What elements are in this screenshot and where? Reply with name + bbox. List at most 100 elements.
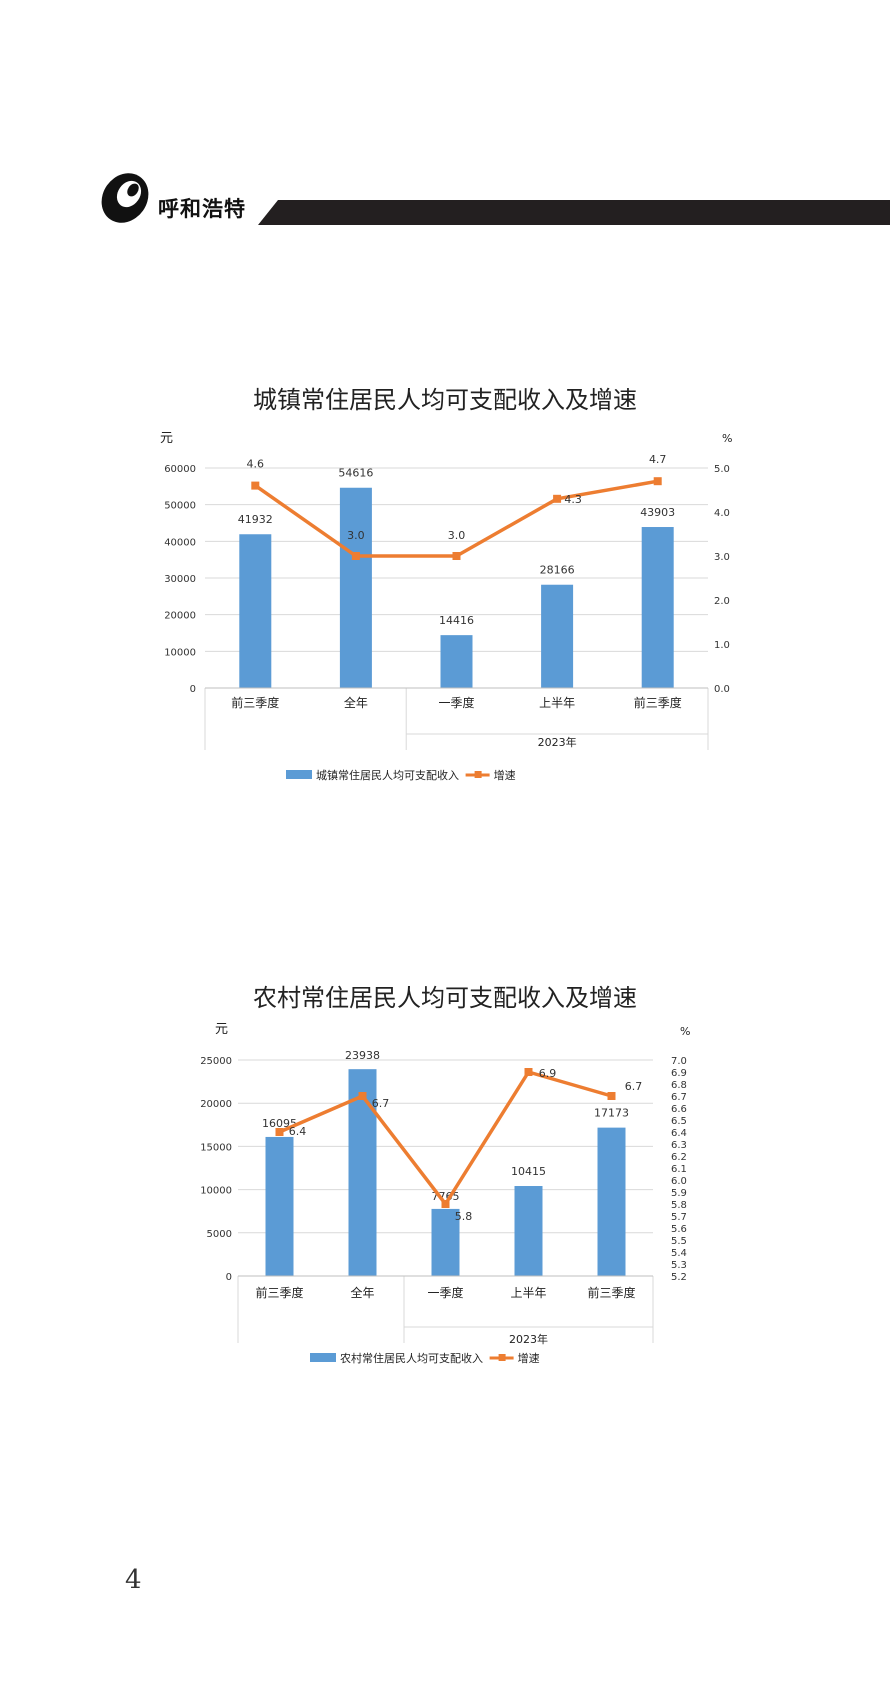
bar-data-label: 17173	[594, 1107, 629, 1120]
y-right-tick-label: 5.7	[671, 1212, 687, 1223]
y-left-tick-label: 0	[190, 684, 196, 695]
growth-rate-line	[278, 1070, 612, 1206]
y-right-tick-label: 5.0	[714, 464, 730, 475]
y-right-tick-label: 6.0	[671, 1176, 687, 1187]
bar	[265, 1136, 294, 1276]
x-category-label: 前三季度	[634, 695, 682, 710]
growth-rate-point	[441, 1200, 450, 1208]
y-right-tick-label: 5.5	[671, 1236, 687, 1247]
bar	[514, 1186, 543, 1276]
y-left-tick-label: 25000	[200, 1056, 232, 1067]
x-group-label: 2023年	[509, 1332, 548, 1346]
growth-rate-label: 6.9	[539, 1067, 557, 1080]
x-group-label: 2023年	[538, 735, 577, 749]
growth-rate-point	[358, 1092, 367, 1100]
growth-rate-point	[553, 494, 562, 503]
page-number: 4	[125, 1565, 142, 1595]
x-category-label: 上半年	[510, 1286, 546, 1300]
y-right-tick-label: 5.3	[671, 1260, 687, 1271]
y-right-tick-label: 2.0	[714, 596, 730, 607]
y-right-unit: %	[722, 432, 732, 445]
urban-income-chart-svg: 0 10000 20000 30000 40000 50000 60000 0.0 1.0 2.0…	[160, 431, 732, 782]
legend-line-marker	[498, 1354, 506, 1361]
y-right-tick-label: 1.0	[714, 640, 730, 651]
growth-rate-label: 4.3	[564, 493, 582, 506]
y-left-tick-label: 30000	[164, 574, 196, 585]
growth-rate-label: 6.7	[372, 1097, 390, 1110]
bar	[597, 1127, 626, 1276]
legend-line-label: 增速	[518, 1351, 540, 1365]
y-right-tick-label: 6.4	[671, 1128, 687, 1139]
growth-rate-line	[254, 479, 659, 558]
growth-rate-label: 4.6	[247, 458, 265, 471]
y-right-tick-label: 6.5	[671, 1116, 687, 1127]
legend-line-label: 增速	[494, 768, 516, 782]
legend-bar-label: 农村常住居民人均可支配收入	[340, 1351, 483, 1365]
x-category-label: 一季度	[438, 695, 474, 710]
bar-data-label: 41932	[238, 513, 273, 526]
bar	[348, 1069, 377, 1276]
y-right-tick-label: 6.7	[671, 1092, 687, 1103]
legend-bar-swatch	[286, 770, 312, 779]
x-category-label: 前三季度	[587, 1285, 635, 1300]
bar	[239, 534, 272, 688]
growth-rate-label: 4.7	[649, 453, 667, 466]
bar	[431, 1208, 460, 1276]
legend-line-marker	[474, 771, 482, 778]
header-bar	[258, 200, 890, 225]
growth-rate-point	[275, 1128, 284, 1136]
y-right-tick-label: 0.0	[714, 684, 730, 695]
y-right-tick-label: 6.1	[671, 1164, 687, 1175]
growth-rate-point	[607, 1092, 616, 1100]
growth-rate-point	[351, 552, 360, 560]
y-right-tick-label: 5.4	[671, 1248, 687, 1259]
y-right-tick-label: 5.2	[671, 1272, 687, 1283]
y-left-tick-label: 10000	[164, 647, 196, 658]
y-left-tick-label: 20000	[164, 611, 196, 622]
bar	[440, 635, 473, 688]
y-right-unit: %	[680, 1025, 690, 1038]
bar-data-label: 54616	[338, 467, 373, 480]
y-right-tick-label: 5.6	[671, 1224, 687, 1235]
y-left-tick-label: 5000	[207, 1229, 232, 1240]
y-right-tick-label: 5.8	[671, 1200, 687, 1211]
legend-bar-label: 城镇常住居民人均可支配收入	[316, 768, 459, 782]
y-left-tick-label: 15000	[200, 1142, 232, 1153]
page-header: 呼和浩特	[0, 155, 890, 235]
y-right-tick-label: 6.3	[671, 1140, 687, 1151]
growth-rate-label: 3.0	[347, 529, 365, 542]
y-left-tick-label: 50000	[164, 501, 196, 512]
y-left-tick-label: 60000	[164, 464, 196, 475]
growth-rate-point	[251, 481, 260, 490]
bar	[641, 527, 674, 688]
growth-rate-label: 3.0	[448, 529, 466, 542]
bar-data-label: 14416	[439, 614, 474, 627]
growth-rate-point	[452, 552, 461, 560]
legend-bar-swatch	[310, 1353, 336, 1362]
city-logo-icon	[101, 173, 149, 223]
y-left-tick-label: 20000	[200, 1099, 232, 1110]
y-left-tick-label: 0	[226, 1272, 232, 1283]
y-left-tick-label: 40000	[164, 537, 196, 548]
bar-data-label: 28166	[540, 564, 575, 577]
y-left-tick-label: 10000	[200, 1186, 232, 1197]
y-right-tick-label: 3.0	[714, 552, 730, 563]
chart-title: 城镇常住居民人均可支配收入及增速	[253, 386, 637, 414]
header-title: 呼和浩特	[158, 196, 246, 221]
y-left-unit: 元	[215, 1022, 228, 1037]
bar-data-label: 43903	[640, 506, 675, 519]
y-right-tick-label: 4.0	[714, 508, 730, 519]
growth-rate-label: 6.7	[625, 1080, 643, 1093]
y-right-tick-label: 6.6	[671, 1104, 687, 1115]
chart-title: 农村常住居民人均可支配收入及增速	[253, 984, 637, 1012]
y-right-tick-label: 7.0	[671, 1056, 687, 1067]
growth-rate-label: 5.8	[455, 1210, 473, 1223]
y-right-tick-label: 5.9	[671, 1188, 687, 1199]
y-right-tick-label: 6.9	[671, 1068, 687, 1079]
bar-data-label: 23938	[345, 1049, 380, 1062]
bar	[541, 584, 574, 688]
x-category-label: 全年	[350, 1285, 374, 1300]
growth-rate-point	[524, 1068, 533, 1076]
bar-data-label: 10415	[511, 1165, 546, 1178]
y-right-tick-label: 6.8	[671, 1080, 687, 1091]
